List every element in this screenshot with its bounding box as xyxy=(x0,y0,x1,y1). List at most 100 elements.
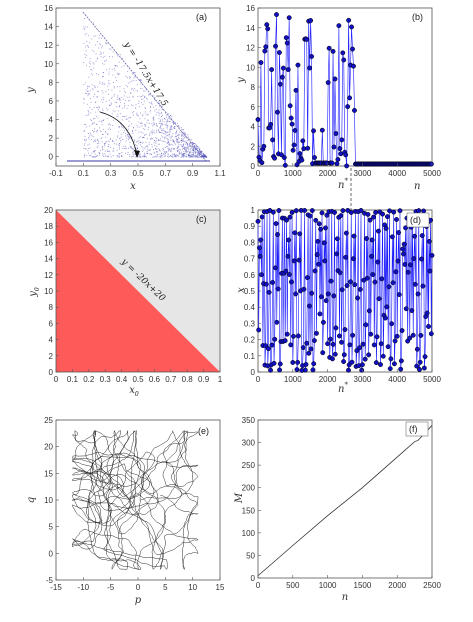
scatter-point xyxy=(90,38,92,40)
scatter-point xyxy=(143,156,145,158)
scatter-point xyxy=(166,142,168,144)
y-series-point xyxy=(309,54,315,59)
scatter-point xyxy=(122,126,124,128)
scatter-point xyxy=(156,131,157,133)
scatter-point xyxy=(192,146,194,148)
scatter-point xyxy=(92,22,94,24)
scatter-point xyxy=(91,84,93,86)
scatter-point xyxy=(127,71,129,72)
scatter-point xyxy=(144,90,146,92)
scatter-point xyxy=(87,150,89,152)
x-series-point xyxy=(274,319,280,325)
scatter-point xyxy=(95,139,97,141)
scatter-point xyxy=(88,76,90,78)
scatter-point xyxy=(138,140,140,142)
scatter-point xyxy=(93,50,95,52)
scatter-point xyxy=(168,131,170,133)
scatter-point xyxy=(182,146,184,148)
scatter-point xyxy=(101,121,103,123)
scatter-point xyxy=(183,155,185,157)
scatter-point xyxy=(176,149,178,151)
scatter-point xyxy=(183,143,185,145)
scatter-point xyxy=(87,85,89,87)
y-series-point xyxy=(259,160,265,166)
scatter-point xyxy=(186,155,188,157)
scatter-point xyxy=(97,91,99,92)
scatter-point xyxy=(197,155,199,157)
scatter-point xyxy=(192,147,194,149)
scatter-point xyxy=(191,151,193,153)
y-series-point xyxy=(329,160,335,166)
scatter-point xyxy=(196,148,198,150)
scatter-point xyxy=(195,146,197,148)
panel-a: y = -17.5x+17.5 (a) -0.1 0.1 0.3 0.5 0.7 0.9 1… xyxy=(26,4,226,192)
scatter-point xyxy=(158,111,160,113)
x-series-point xyxy=(390,280,396,286)
x-tick-label: 4000 xyxy=(388,169,406,178)
x-series-point xyxy=(389,234,395,240)
scatter-point xyxy=(136,112,138,114)
scatter-point xyxy=(181,155,183,157)
scatter-point xyxy=(119,54,121,56)
y-series-point xyxy=(337,146,343,151)
scatter-point xyxy=(170,127,172,129)
scatter-point xyxy=(101,123,103,125)
scatter-point xyxy=(150,107,152,109)
scatter-point xyxy=(201,154,203,156)
x-tick-label: 0.7 xyxy=(165,375,177,384)
scatter-point xyxy=(148,142,150,144)
scatter-point xyxy=(107,124,109,126)
scatter-point xyxy=(140,95,142,97)
x-tick-label: 0.1 xyxy=(67,375,79,384)
x-series-point xyxy=(396,292,402,298)
scatter-point xyxy=(162,147,164,149)
scatter-point xyxy=(100,120,102,122)
scatter-point xyxy=(98,106,100,108)
scatter-point xyxy=(191,155,193,157)
scatter-point xyxy=(85,46,86,48)
scatter-point xyxy=(130,117,132,119)
x-series-point xyxy=(392,338,398,344)
scatter-point xyxy=(186,147,188,149)
scatter-point xyxy=(125,148,127,150)
scatter-point xyxy=(182,135,184,137)
scatter-point xyxy=(101,90,103,92)
scatter-point xyxy=(93,122,95,124)
scatter-point xyxy=(177,139,179,141)
scatter-point xyxy=(118,131,120,133)
scatter-point xyxy=(164,134,166,135)
scatter-point xyxy=(89,42,91,44)
scatter-point xyxy=(119,148,120,150)
scatter-point xyxy=(120,102,122,103)
scatter-point xyxy=(196,149,198,151)
panel-f-series xyxy=(257,425,433,577)
scatter-point xyxy=(144,107,146,109)
scatter-point xyxy=(158,130,159,131)
scatter-point xyxy=(201,156,203,158)
scatter-point xyxy=(102,146,103,148)
scatter-point xyxy=(183,147,185,149)
scatter-point xyxy=(144,148,146,150)
scatter-point xyxy=(156,125,158,127)
scatter-point xyxy=(155,105,157,107)
scatter-point xyxy=(140,98,142,100)
y-series-point xyxy=(312,155,317,160)
x-series-point xyxy=(277,367,283,373)
scatter-point xyxy=(135,107,137,109)
y-tick-label: 18 xyxy=(44,222,53,231)
y-series-point xyxy=(331,144,337,150)
scatter-point xyxy=(190,148,192,150)
scatter-point xyxy=(98,37,100,39)
scatter-point xyxy=(106,149,108,151)
scatter-point xyxy=(121,119,123,121)
x-series-point xyxy=(412,281,418,287)
scatter-point xyxy=(102,133,103,135)
x-series-point xyxy=(295,359,301,365)
scatter-point xyxy=(175,131,177,133)
scatter-point xyxy=(169,145,171,146)
scatter-point xyxy=(118,73,120,75)
y-series-point xyxy=(278,152,284,158)
scatter-point xyxy=(96,106,98,108)
x-series-point xyxy=(308,346,314,352)
scatter-point xyxy=(155,137,157,139)
